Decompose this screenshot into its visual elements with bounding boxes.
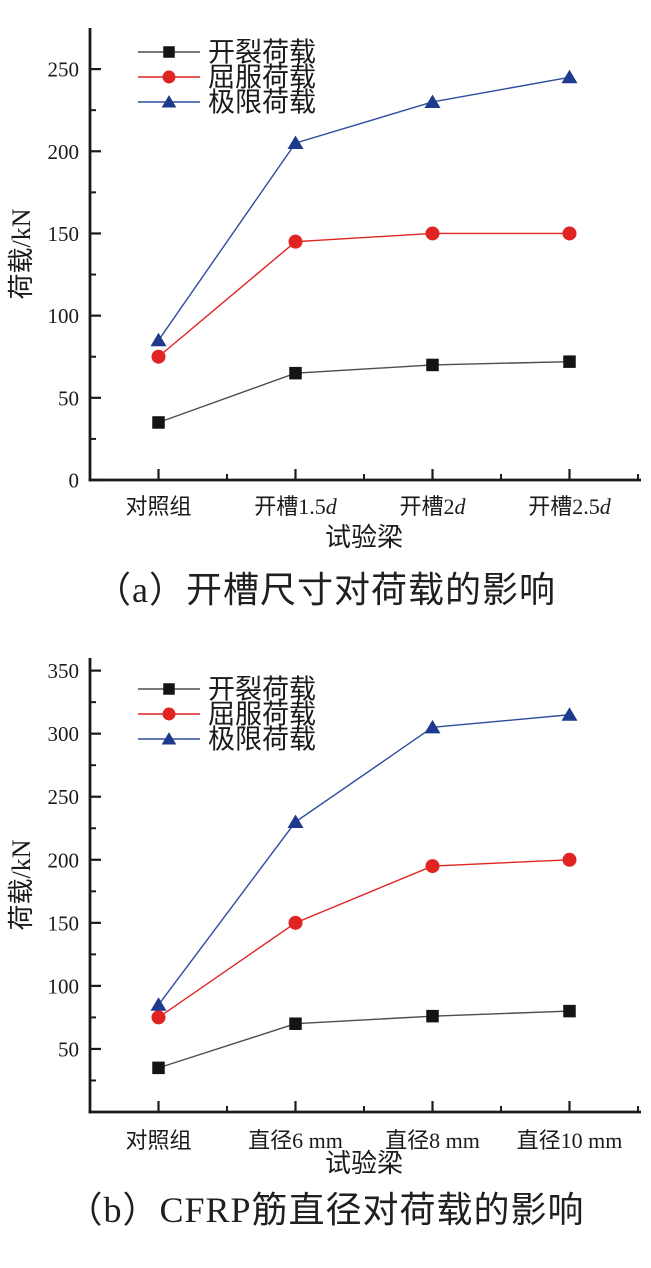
x-axis-ticks [157, 1101, 639, 1112]
y-tick-label: 350 [48, 659, 80, 683]
y-tick-label: 300 [48, 722, 80, 746]
legend-label: 屈服荷载 [208, 700, 316, 730]
square-marker [563, 1004, 576, 1018]
legend-item-yield-load: 屈服荷载 [138, 700, 316, 730]
series-line-cracking-load [158, 360, 570, 424]
figure-caption-b: （b）CFRP筋直径对荷载的影响 [66, 1190, 585, 1230]
y-axis-ticks [90, 669, 101, 1082]
x-axis-title: 试验梁 [325, 1149, 403, 1178]
triangle-marker [150, 997, 167, 1011]
legend-label: 开裂荷载 [208, 675, 316, 705]
y-tick-label: 150 [48, 222, 80, 246]
circle-marker [288, 915, 303, 930]
x-category-labels: 对照组 直径6 mm 直径8 mm 直径10 mm [125, 1128, 622, 1153]
legend-label: 屈服荷载 [208, 63, 316, 93]
circle-marker [151, 1010, 166, 1025]
triangle-marker [287, 135, 304, 150]
series-line-yield-load [158, 859, 570, 1018]
circle-marker [562, 852, 577, 867]
triangle-marker [424, 94, 441, 108]
y-tick-label: 0 [69, 469, 80, 493]
series-markers-ultimate-load [150, 707, 578, 1011]
x-axis-title: 试验梁 [325, 523, 403, 552]
series-markers-cracking-load [152, 355, 576, 429]
y-tick-label: 200 [48, 140, 80, 164]
triangle-marker [150, 332, 167, 347]
square-marker [152, 416, 165, 429]
chart-panel-a: 0 50 100 150 200 250 对照组 开槽1.5d 开槽2d 开槽2.5d 试验梁 荷载/… [7, 28, 641, 552]
y-axis-title: 荷载/kN [7, 839, 36, 930]
y-tick-label: 100 [48, 974, 80, 998]
x-axis-ticks [157, 469, 639, 480]
series-line-ultimate-load [157, 714, 570, 1006]
y-tick-label: 250 [48, 58, 80, 82]
x-category-label: 开槽1.5d [254, 494, 338, 519]
square-marker [289, 1017, 302, 1030]
y-axis-title: 荷载/kN [7, 208, 36, 299]
series-markers-cracking-load [152, 1004, 576, 1075]
series-markers-yield-load [151, 226, 577, 364]
square-marker [426, 358, 439, 372]
y-tick-label: 50 [58, 386, 79, 410]
x-category-label: 直径10 mm [517, 1128, 623, 1153]
y-tick-label: 50 [58, 1037, 79, 1061]
legend-item-ultimate-load: 极限荷载 [138, 725, 316, 755]
legend-item-yield-load: 屈服荷载 [138, 63, 316, 93]
x-category-label: 对照组 [125, 1128, 191, 1153]
circle-marker [425, 859, 440, 874]
circle-marker [562, 226, 577, 241]
square-marker [289, 366, 302, 380]
circle-marker [288, 234, 303, 249]
y-tick-label: 150 [48, 911, 80, 935]
series-line-yield-load [158, 232, 570, 358]
legend-item-cracking-load: 开裂荷载 [138, 675, 316, 705]
square-marker [563, 355, 576, 368]
legend-item-cracking-load: 开裂荷载 [138, 38, 316, 68]
x-category-labels: 对照组 开槽1.5d 开槽2d 开槽2.5d [125, 494, 611, 519]
circle-marker [162, 707, 176, 721]
series-line-ultimate-load [157, 76, 570, 341]
series-markers-yield-load [151, 852, 577, 1025]
y-tick-label: 200 [48, 848, 80, 872]
circle-marker [151, 349, 166, 364]
square-marker [426, 1009, 439, 1023]
triangle-marker [424, 719, 441, 734]
square-marker [163, 46, 175, 58]
legend-label: 开裂荷载 [208, 38, 316, 68]
x-category-label: 开槽2.5d [528, 494, 612, 519]
legend-label: 极限荷载 [208, 88, 316, 118]
triangle-marker [161, 95, 177, 108]
x-category-label: 直径8 mm [385, 1128, 480, 1153]
square-marker [163, 683, 175, 695]
series-markers-ultimate-load [150, 69, 578, 347]
square-marker [152, 1061, 165, 1075]
figure-caption-a: （a）开槽尺寸对荷载的影响 [95, 570, 556, 610]
legend-item-ultimate-load: 极限荷载 [138, 88, 316, 118]
triangle-marker [561, 69, 578, 84]
y-axis-ticks [90, 67, 101, 482]
legend-label: 极限荷载 [208, 725, 316, 755]
series-line-cracking-load [158, 1010, 570, 1069]
circle-marker [162, 70, 176, 84]
y-tick-label: 100 [48, 304, 80, 328]
x-category-label: 直径6 mm [248, 1128, 343, 1153]
x-category-label: 开槽2d [399, 494, 466, 519]
y-tick-label: 250 [48, 785, 80, 809]
triangle-marker [561, 707, 578, 721]
chart-panel-b: 50 100 150 200 250 300 350 对照组 直径6 mm 直径8 mm 直径10 … [7, 658, 641, 1178]
triangle-marker [161, 732, 177, 745]
triangle-marker [287, 814, 304, 828]
x-category-label: 对照组 [125, 494, 191, 519]
circle-marker [425, 226, 440, 241]
